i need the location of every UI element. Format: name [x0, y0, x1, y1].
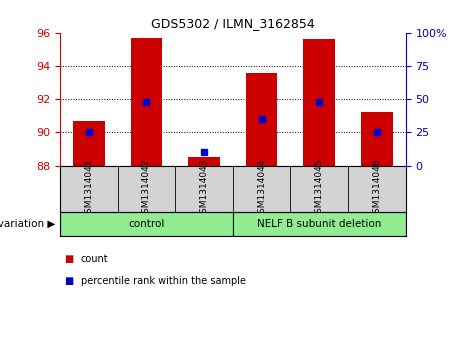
Text: ■: ■: [65, 254, 74, 264]
Text: ■: ■: [65, 276, 74, 286]
Text: GSM1314046: GSM1314046: [372, 159, 381, 219]
Text: GSM1314041: GSM1314041: [84, 159, 93, 219]
Text: GSM1314044: GSM1314044: [257, 159, 266, 219]
Text: GSM1314043: GSM1314043: [200, 159, 208, 219]
Bar: [60, 212, 233, 236]
Text: GSM1314045: GSM1314045: [315, 159, 324, 219]
Bar: [246, 73, 278, 166]
Bar: [130, 38, 162, 166]
Text: percentile rank within the sample: percentile rank within the sample: [81, 276, 246, 286]
Bar: [361, 113, 393, 166]
Title: GDS5302 / ILMN_3162854: GDS5302 / ILMN_3162854: [151, 17, 315, 30]
Text: genotype/variation ▶: genotype/variation ▶: [0, 219, 55, 229]
Bar: [303, 39, 335, 166]
Text: NELF B subunit deletion: NELF B subunit deletion: [257, 219, 381, 229]
Bar: [188, 157, 220, 166]
Text: GSM1314042: GSM1314042: [142, 159, 151, 219]
Bar: [233, 212, 406, 236]
Text: count: count: [81, 254, 108, 264]
Text: control: control: [128, 219, 165, 229]
Bar: [73, 121, 105, 166]
